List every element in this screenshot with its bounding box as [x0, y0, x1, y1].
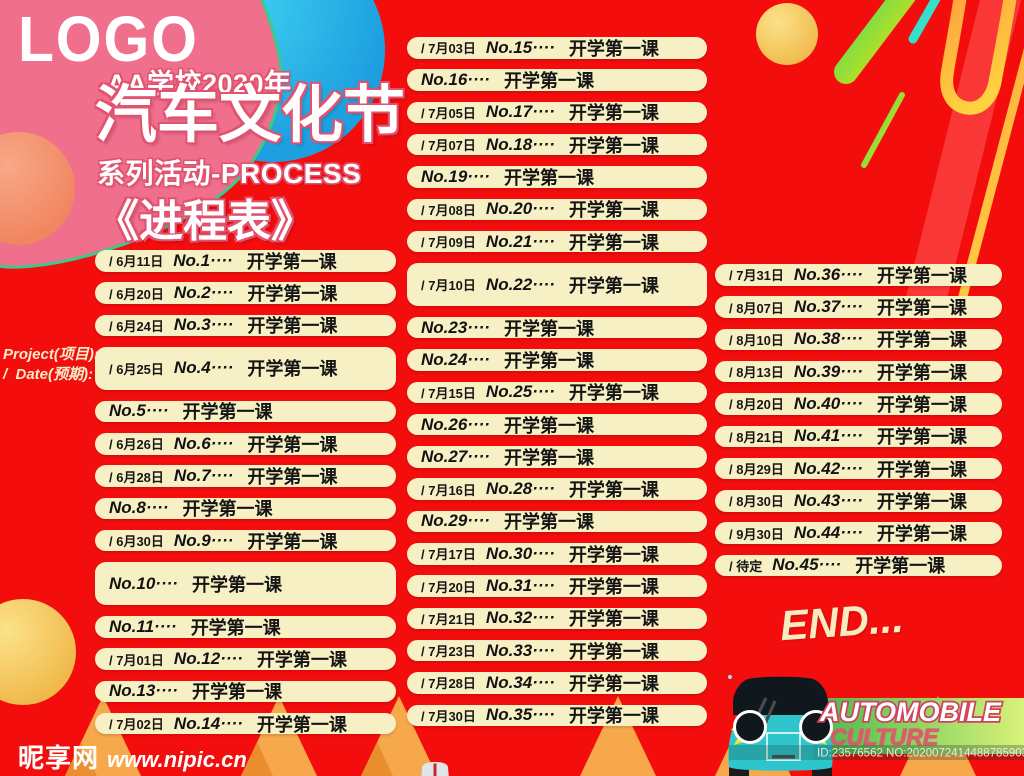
- svg-text:AUTOMOBILE: AUTOMOBILE: [819, 697, 1002, 727]
- svg-text:ID:23576562 NO:202007241448878: ID:23576562 NO:20200724144887859039: [817, 748, 1024, 760]
